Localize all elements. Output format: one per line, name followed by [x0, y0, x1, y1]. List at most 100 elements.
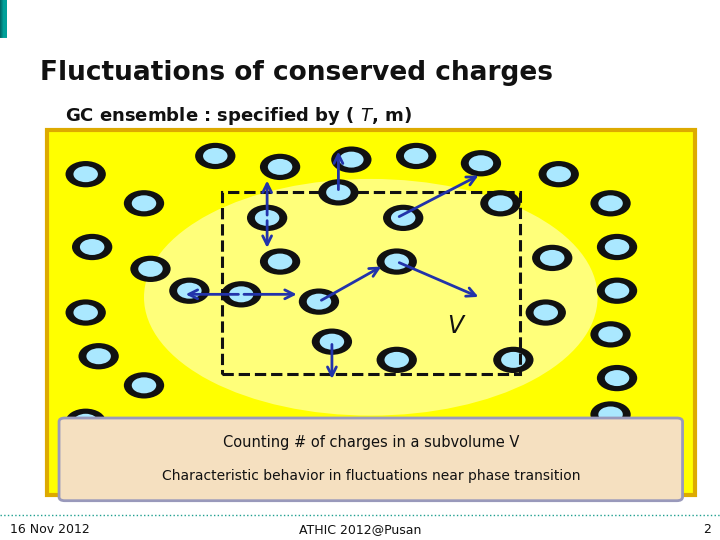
Bar: [0, 0, 4, 39]
Bar: [2, 0, 6, 39]
Bar: [1, 0, 5, 39]
Circle shape: [299, 288, 339, 315]
Circle shape: [313, 443, 338, 459]
Bar: [1, 0, 4, 39]
Bar: [3, 0, 6, 39]
Bar: [2, 0, 6, 39]
Circle shape: [590, 321, 631, 348]
Bar: [3, 0, 6, 39]
Bar: [3, 0, 6, 39]
Bar: [2, 0, 6, 39]
Circle shape: [66, 409, 106, 435]
Bar: [0, 0, 4, 39]
Bar: [1, 0, 5, 39]
Text: V: V: [447, 314, 463, 338]
Circle shape: [169, 278, 210, 304]
Bar: [222, 192, 520, 374]
Bar: [2, 0, 6, 39]
Bar: [1, 0, 5, 39]
Bar: [1, 0, 4, 39]
Bar: [1, 0, 5, 39]
Bar: [4, 0, 7, 39]
Bar: [2, 0, 6, 39]
Circle shape: [597, 278, 637, 304]
Circle shape: [318, 179, 359, 206]
Circle shape: [598, 407, 623, 422]
Bar: [1, 0, 5, 39]
Bar: [0, 0, 4, 39]
Bar: [3, 0, 6, 39]
Text: Characteristic behavior in fluctuations near phase transition: Characteristic behavior in fluctuations …: [161, 469, 580, 483]
Circle shape: [539, 161, 579, 187]
Bar: [3, 0, 6, 39]
Bar: [1, 0, 5, 39]
Circle shape: [268, 159, 292, 175]
Bar: [1, 0, 4, 39]
Bar: [1, 0, 5, 39]
Bar: [1, 0, 5, 39]
Circle shape: [138, 261, 163, 277]
Bar: [2, 0, 6, 39]
Bar: [3, 0, 6, 39]
Bar: [1, 0, 4, 39]
Circle shape: [396, 143, 436, 169]
Bar: [2, 0, 6, 39]
Bar: [3, 0, 6, 39]
Bar: [0, 0, 4, 39]
FancyBboxPatch shape: [47, 131, 695, 495]
Bar: [1, 0, 5, 39]
Circle shape: [480, 190, 521, 217]
Bar: [1, 0, 5, 39]
Bar: [1, 0, 5, 39]
Bar: [2, 0, 6, 39]
Bar: [0, 0, 4, 39]
Circle shape: [377, 248, 417, 275]
Bar: [2, 0, 6, 39]
Bar: [2, 0, 6, 39]
Bar: [1, 0, 4, 39]
Bar: [2, 0, 6, 39]
Bar: [1, 0, 4, 39]
Bar: [4, 0, 7, 39]
Bar: [2, 0, 6, 39]
Bar: [1, 0, 5, 39]
Circle shape: [597, 234, 637, 260]
Circle shape: [124, 190, 164, 217]
Circle shape: [540, 250, 564, 266]
Circle shape: [590, 190, 631, 217]
Bar: [3, 0, 6, 39]
Bar: [4, 0, 7, 39]
Bar: [1, 0, 4, 39]
Bar: [4, 0, 7, 39]
Circle shape: [86, 348, 111, 364]
Circle shape: [598, 326, 623, 342]
Bar: [1, 0, 5, 39]
Bar: [0, 0, 4, 39]
Circle shape: [605, 283, 629, 299]
Circle shape: [132, 195, 156, 211]
Circle shape: [377, 347, 417, 373]
Bar: [3, 0, 6, 39]
Circle shape: [456, 443, 480, 459]
Bar: [1, 0, 4, 39]
Bar: [1, 0, 5, 39]
Bar: [2, 0, 6, 39]
Bar: [1, 0, 4, 39]
Circle shape: [488, 195, 513, 211]
Bar: [1, 0, 4, 39]
Bar: [0, 0, 4, 39]
Bar: [1, 0, 4, 39]
Bar: [0, 0, 4, 39]
Bar: [1, 0, 5, 39]
Bar: [1, 0, 4, 39]
Bar: [1, 0, 4, 39]
Bar: [1, 0, 5, 39]
Bar: [1, 0, 5, 39]
Bar: [2, 0, 6, 39]
Bar: [1, 0, 5, 39]
Bar: [1, 0, 5, 39]
Circle shape: [590, 401, 631, 428]
Bar: [1, 0, 5, 39]
Bar: [2, 0, 6, 39]
Bar: [1, 0, 5, 39]
